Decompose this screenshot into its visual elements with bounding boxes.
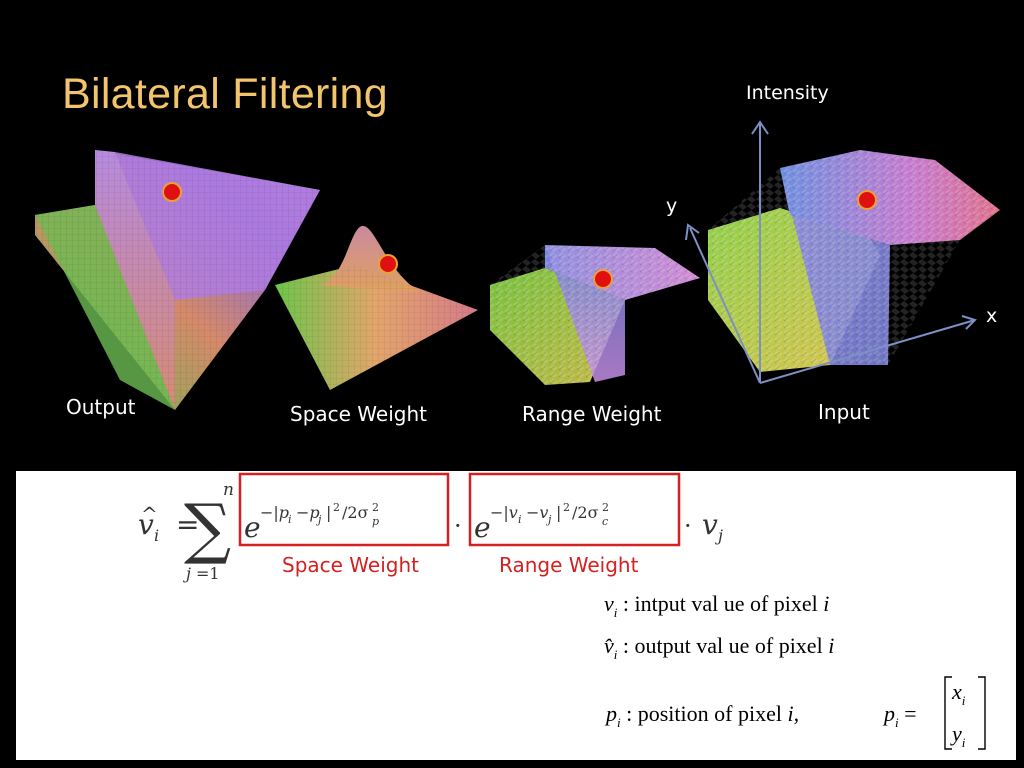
svg-text:=1: =1 [196, 564, 220, 583]
svg-text:i: i [154, 526, 159, 545]
svg-text:/2σ: /2σ [342, 503, 369, 522]
definition-output-value: v̂i : output val ue of pixel i [604, 633, 835, 662]
svg-text:v: v [138, 508, 154, 541]
svg-text:i: i [518, 513, 522, 526]
svg-text:|: | [326, 503, 331, 522]
svg-text:2: 2 [372, 501, 379, 514]
svg-text:j: j [315, 513, 322, 526]
svg-text:|: | [556, 503, 561, 522]
svg-text:n: n [223, 480, 234, 500]
range-center-dot [593, 269, 613, 289]
svg-text:−|v: −|v [490, 503, 518, 522]
svg-text:2: 2 [563, 501, 570, 514]
svg-text:−v: −v [526, 503, 548, 522]
svg-text:2: 2 [333, 501, 340, 514]
svg-text:j: j [545, 513, 552, 526]
axis-x-label: x [986, 305, 998, 327]
bilateral-equation: v ^ i = n ∑ j =1 e −|p i −p j | 2 /2σ 2 … [138, 472, 986, 750]
svg-text:j: j [715, 526, 723, 545]
range-weight-box-label: Range Weight [499, 553, 639, 577]
svg-text:·: · [684, 512, 692, 540]
space-weight-surface [275, 225, 478, 390]
space-weight-box [238, 472, 450, 547]
svg-text:j: j [183, 564, 191, 583]
svg-text:e: e [244, 511, 261, 544]
input-caption: Input [818, 400, 870, 424]
equation-panel: v ^ i = n ∑ j =1 e −|p i −p j | 2 /2σ 2 … [16, 471, 1016, 760]
axis-y-label: y [666, 195, 678, 217]
output-center-dot [162, 182, 182, 202]
svg-text:2: 2 [602, 501, 609, 514]
svg-text:v: v [702, 508, 718, 541]
svg-text:c: c [602, 515, 608, 528]
surface-plots [35, 120, 1000, 410]
input-surface [708, 150, 1000, 372]
input-center-dot [857, 190, 877, 210]
svg-text:i: i [288, 513, 292, 526]
svg-text:/2σ: /2σ [572, 503, 599, 522]
output-surface [35, 150, 320, 410]
svg-text:∑: ∑ [184, 490, 231, 567]
input-axes [685, 120, 977, 384]
svg-text:−p: −p [296, 503, 320, 522]
space-weight-box-label: Space Weight [282, 553, 419, 577]
definition-position: pi : position of pixel i, [606, 701, 800, 730]
space-center-dot [378, 254, 398, 274]
range-weight-box [468, 472, 681, 547]
svg-text:=: = [176, 508, 199, 541]
space-weight-caption: Space Weight [290, 402, 427, 426]
output-caption: Output [66, 395, 136, 419]
position-vector-lhs: pi = [884, 701, 917, 730]
position-vector-x: xi [952, 679, 966, 708]
definition-input-value: vi : intput val ue of pixel i [604, 591, 830, 620]
position-vector-y: yi [952, 721, 966, 750]
svg-text:−|p: −|p [260, 503, 289, 522]
svg-text:^: ^ [141, 502, 158, 526]
range-weight-caption: Range Weight [522, 402, 662, 426]
axis-intensity-label: Intensity [746, 82, 829, 104]
position-vector-brackets [944, 676, 986, 750]
slide-title: Bilateral Filtering [62, 70, 388, 118]
svg-text:p: p [372, 515, 379, 528]
range-weight-surface [490, 245, 700, 385]
svg-text:·: · [454, 512, 462, 540]
svg-text:e: e [474, 511, 491, 544]
